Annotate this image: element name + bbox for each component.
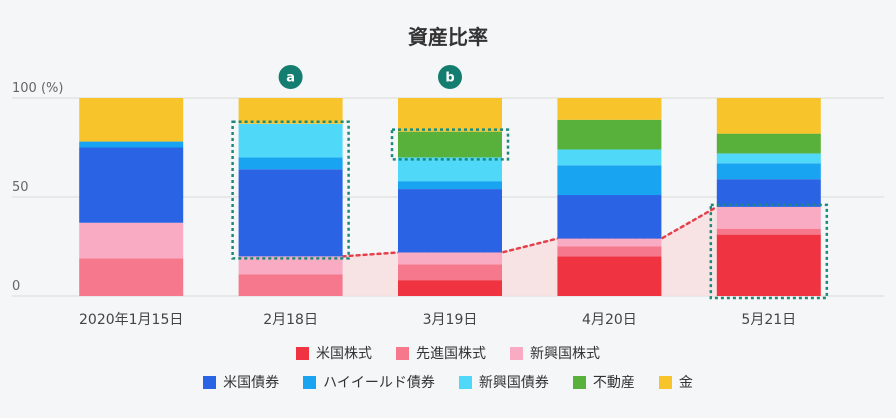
- highlight-box: [390, 128, 510, 161]
- bar-segment: [716, 133, 821, 154]
- bar-segment: [238, 157, 343, 170]
- legend-row: 米国債券 ハイイールド債券 新興国債券 不動産 金: [0, 372, 896, 392]
- bar-segment: [557, 238, 662, 247]
- legend-label: 米国株式: [316, 346, 372, 362]
- stock-trend-line: [341, 205, 719, 258]
- x-tick-label: 3月19日: [423, 312, 478, 328]
- x-tick-labels: 2020年1月15日 2月18日 3月19日 4月20日 5月21日: [79, 312, 796, 328]
- legend-item: 新興国債券: [458, 372, 549, 392]
- legend-item: 不動産: [572, 372, 635, 392]
- x-tick-label: 2月18日: [263, 312, 318, 328]
- bar-segment: [398, 264, 502, 281]
- legend-row: 米国株式 先進国株式 新興国株式: [0, 343, 896, 363]
- legend-label: 金: [678, 375, 693, 391]
- y-tick-label: 50: [12, 180, 29, 195]
- bar-segment: [716, 153, 821, 164]
- bar-segment: [716, 228, 821, 235]
- highlight-box: [709, 203, 829, 300]
- bar-segment: [557, 149, 662, 166]
- bar-segment: [716, 163, 821, 180]
- bar-segment: [557, 119, 662, 150]
- legend-swatch: [396, 346, 409, 360]
- bar-segment: [398, 131, 502, 158]
- legend-swatch: [510, 346, 523, 360]
- bar-segment: [238, 169, 343, 257]
- legend-item: 新興国株式: [510, 343, 600, 363]
- bar-segment: [557, 246, 662, 257]
- legend-label: 新興国債券: [478, 375, 549, 391]
- legend-item: ハイイールド債券: [303, 372, 435, 392]
- legend-item: 先進国株式: [396, 343, 486, 363]
- bar-segment: [557, 195, 662, 239]
- bar-segment: [398, 98, 502, 132]
- bar-segment: [398, 280, 502, 296]
- legend-label: 先進国株式: [416, 346, 486, 362]
- bar-segment: [716, 179, 821, 207]
- y-tick-label: 0: [12, 279, 20, 294]
- bar-segment: [716, 234, 821, 296]
- legend-swatch: [303, 375, 317, 389]
- bar-segment: [238, 256, 343, 275]
- bar-segment: [79, 147, 184, 223]
- bar-segment: [557, 256, 662, 296]
- legend-item: 金: [658, 372, 693, 392]
- bar-segment: [557, 165, 662, 196]
- annotation-marker: [438, 65, 462, 89]
- y-tick-label: 100 (%): [12, 81, 63, 96]
- legend-swatch: [458, 375, 472, 389]
- legend-item: 米国株式: [296, 343, 372, 363]
- annotation-marker-label: a: [286, 71, 295, 86]
- bar-segment: [238, 274, 343, 296]
- bar-segment: [398, 181, 502, 190]
- bar-segment: [557, 98, 662, 120]
- legend-label: 米国債券: [223, 375, 280, 391]
- legend-swatch: [658, 375, 672, 389]
- x-tick-label: 4月20日: [582, 312, 637, 328]
- highlight-boxes: [231, 120, 829, 300]
- annotation-marker: [278, 65, 303, 89]
- bar-segment: [238, 98, 343, 124]
- legend-label: ハイイールド債券: [323, 375, 435, 391]
- chart-title: 資産比率: [408, 25, 488, 49]
- legend-swatch: [296, 346, 309, 360]
- legend-swatch: [572, 375, 586, 389]
- bar-segment: [79, 141, 184, 148]
- bar-segment: [79, 222, 184, 259]
- bar-segment: [716, 206, 821, 229]
- annotation-marker-label: b: [445, 71, 454, 86]
- x-tick-label: 2020年1月15日: [79, 312, 183, 328]
- legend-swatch: [203, 375, 217, 389]
- bar-segment: [398, 157, 502, 182]
- legend-item: 米国債券: [203, 372, 279, 392]
- legend: 米国株式 先進国株式 新興国株式米国債券 ハイイールド債券 新興国債券 不動産 金: [0, 343, 896, 401]
- bar-segment: [716, 98, 821, 134]
- bar-segment: [238, 123, 343, 158]
- bar-segment: [79, 98, 184, 142]
- bar-segment: [398, 189, 502, 253]
- legend-label: 新興国株式: [530, 346, 600, 362]
- stacked-bars: [79, 98, 821, 296]
- legend-label: 不動産: [592, 375, 635, 391]
- bar-segment: [79, 258, 184, 296]
- x-tick-label: 5月21日: [741, 312, 796, 328]
- bar-segment: [398, 252, 502, 265]
